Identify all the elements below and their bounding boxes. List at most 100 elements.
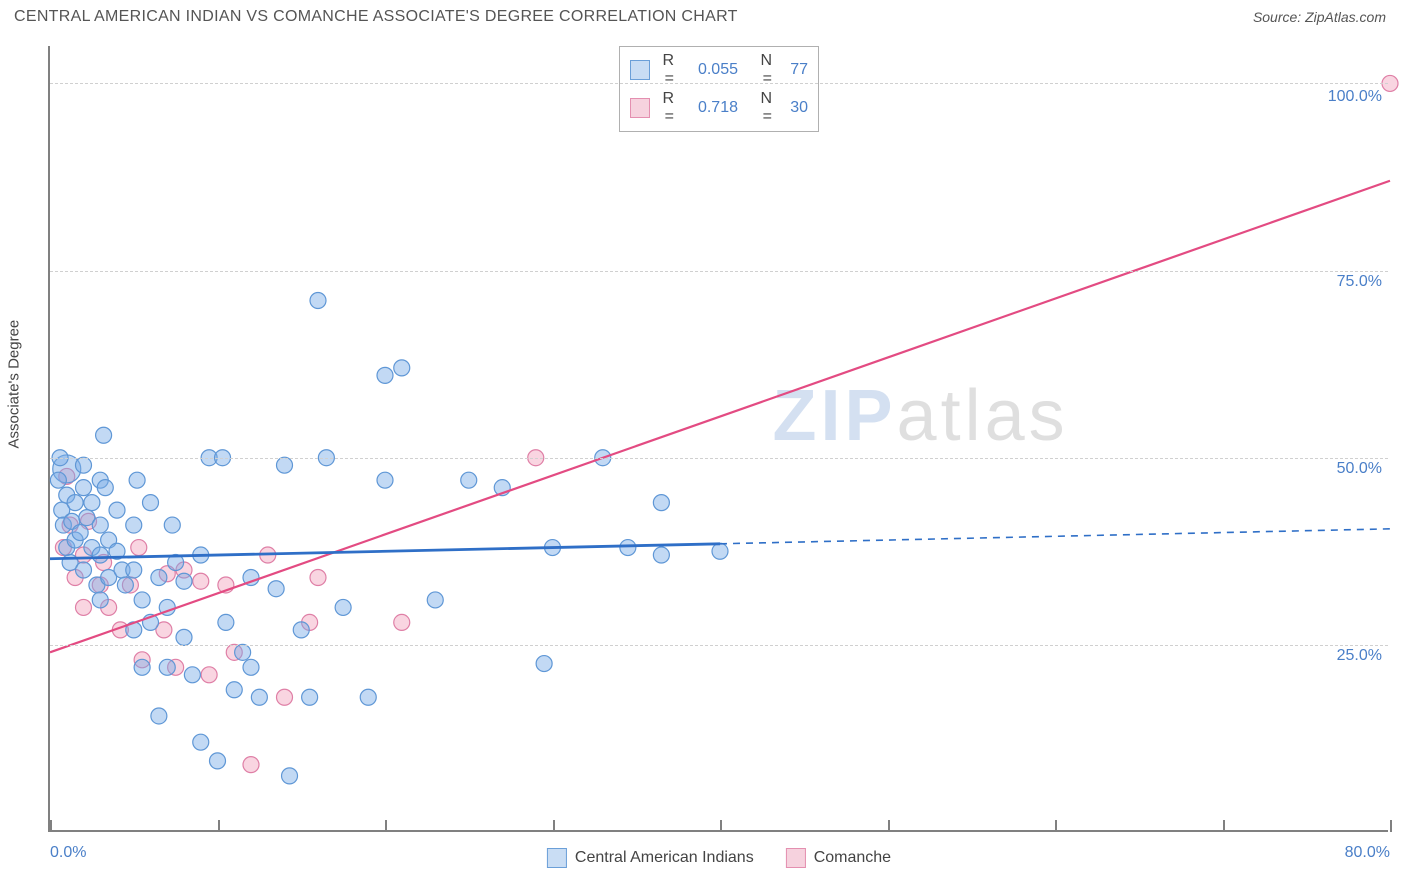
seriesA-point (151, 569, 167, 585)
chart-title: CENTRAL AMERICAN INDIAN VS COMANCHE ASSO… (14, 8, 738, 26)
chart-plot-area: ZIPatlas R = 0.055 N = 77 R = 0.718 N = … (48, 46, 1388, 832)
seriesA-point (72, 525, 88, 541)
series-legend: Central American Indians Comanche (547, 848, 891, 868)
seriesA-point (394, 360, 410, 376)
seriesA-point (134, 592, 150, 608)
seriesA-point (310, 293, 326, 309)
seriesA-point (164, 517, 180, 533)
seriesA-point (193, 734, 209, 750)
gridline (50, 271, 1388, 272)
legend-label-B: Comanche (814, 849, 891, 867)
seriesA-point (76, 457, 92, 473)
seriesA-point (302, 689, 318, 705)
seriesA-point (335, 599, 351, 615)
seriesA-point (176, 629, 192, 645)
seriesA-point (109, 502, 125, 518)
y-tick-label: 25.0% (1337, 625, 1382, 665)
seriesA-point (50, 472, 66, 488)
seriesB-point (131, 540, 147, 556)
x-tick-label: 0.0% (50, 830, 86, 862)
chart-source: Source: ZipAtlas.com (1253, 9, 1386, 25)
seriesA-point (92, 547, 108, 563)
seriesA-point (92, 592, 108, 608)
seriesA-point (536, 656, 552, 672)
seriesA-point (461, 472, 477, 488)
x-tick (720, 820, 722, 832)
seriesA-point (76, 480, 92, 496)
legend-item-seriesB: Comanche (786, 848, 891, 868)
gridline (50, 645, 1388, 646)
seriesA-point (243, 659, 259, 675)
seriesA-point (712, 543, 728, 559)
legend-R-label: R = (658, 90, 674, 126)
seriesB-point (394, 614, 410, 630)
seriesA-point (84, 495, 100, 511)
seriesA-point (143, 495, 159, 511)
x-tick (553, 820, 555, 832)
seriesA-point (277, 457, 293, 473)
seriesB-point (277, 689, 293, 705)
seriesA-point (235, 644, 251, 660)
seriesB-point (243, 757, 259, 773)
seriesA-point (377, 367, 393, 383)
seriesA-point (282, 768, 298, 784)
legend-row-seriesB: R = 0.718 N = 30 (630, 89, 808, 127)
seriesA-point (176, 573, 192, 589)
seriesA-point (76, 562, 92, 578)
seriesA-point (377, 472, 393, 488)
seriesA-point (293, 622, 309, 638)
x-tick (1223, 820, 1225, 832)
legend-swatch-bottom-A (547, 848, 567, 868)
seriesB-point (193, 573, 209, 589)
x-tick-label: 80.0% (1345, 830, 1390, 862)
seriesA-point (251, 689, 267, 705)
seriesA-point (653, 495, 669, 511)
seriesA-point (134, 659, 150, 675)
seriesA-point (268, 581, 284, 597)
seriesA-point (653, 547, 669, 563)
seriesA-point (620, 540, 636, 556)
x-tick (385, 820, 387, 832)
seriesA-point (117, 577, 133, 593)
trendline-seriesA-dashed (720, 529, 1390, 544)
trendline-seriesA-solid (50, 544, 720, 559)
legend-N-value-B: 30 (780, 99, 808, 117)
correlation-legend: R = 0.055 N = 77 R = 0.718 N = 30 (619, 46, 819, 132)
x-tick (1390, 820, 1392, 832)
seriesA-point (226, 682, 242, 698)
legend-R-value-A: 0.055 (682, 61, 738, 79)
legend-swatch-seriesA (630, 60, 650, 80)
seriesA-point (126, 562, 142, 578)
y-tick-label: 75.0% (1337, 251, 1382, 291)
legend-item-seriesA: Central American Indians (547, 848, 754, 868)
seriesA-point (184, 667, 200, 683)
seriesA-point (96, 427, 112, 443)
seriesA-point (129, 472, 145, 488)
seriesA-point (427, 592, 443, 608)
seriesA-point (218, 614, 234, 630)
seriesA-point (151, 708, 167, 724)
legend-N-value-A: 77 (780, 61, 808, 79)
x-tick (218, 820, 220, 832)
seriesA-point (67, 495, 83, 511)
legend-swatch-bottom-B (786, 848, 806, 868)
legend-label-A: Central American Indians (575, 849, 754, 867)
x-tick (888, 820, 890, 832)
seriesB-point (310, 569, 326, 585)
y-axis-label: Associate's Degree (6, 320, 23, 449)
gridline (50, 458, 1388, 459)
seriesA-point (92, 517, 108, 533)
seriesA-point (210, 753, 226, 769)
scatter-plot-svg (50, 46, 1388, 830)
y-tick-label: 100.0% (1328, 60, 1382, 106)
gridline (50, 83, 1388, 84)
seriesA-point (97, 480, 113, 496)
legend-swatch-seriesB (630, 98, 650, 118)
seriesA-point (360, 689, 376, 705)
seriesA-point (126, 517, 142, 533)
legend-N-label: N = (754, 90, 772, 126)
y-tick-label: 50.0% (1337, 438, 1382, 478)
trendline-seriesB (50, 181, 1390, 653)
seriesB-point (201, 667, 217, 683)
seriesA-point (159, 659, 175, 675)
